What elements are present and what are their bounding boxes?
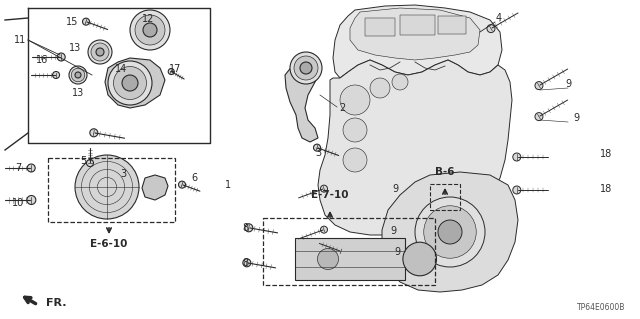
Circle shape bbox=[290, 52, 322, 84]
Text: 8: 8 bbox=[242, 258, 248, 268]
Circle shape bbox=[122, 75, 138, 91]
Text: 17: 17 bbox=[169, 64, 181, 74]
Circle shape bbox=[135, 15, 165, 45]
Text: 12: 12 bbox=[142, 14, 154, 24]
Circle shape bbox=[130, 10, 170, 50]
Text: 13: 13 bbox=[72, 88, 84, 98]
Text: 2: 2 bbox=[339, 103, 345, 113]
Circle shape bbox=[535, 113, 543, 121]
Text: 1: 1 bbox=[225, 180, 231, 190]
Text: 16: 16 bbox=[36, 55, 48, 65]
Text: E-7-10: E-7-10 bbox=[311, 190, 349, 200]
Bar bbox=[295, 238, 405, 280]
Polygon shape bbox=[285, 56, 320, 142]
Circle shape bbox=[337, 248, 344, 255]
Text: 9: 9 bbox=[565, 79, 571, 89]
Circle shape bbox=[91, 43, 109, 61]
Text: TP64E0600B: TP64E0600B bbox=[577, 303, 625, 312]
Circle shape bbox=[392, 74, 408, 90]
Circle shape bbox=[513, 153, 521, 161]
Text: 13: 13 bbox=[69, 43, 81, 53]
Polygon shape bbox=[333, 5, 502, 78]
Text: 9: 9 bbox=[573, 113, 579, 123]
Text: 9: 9 bbox=[392, 184, 398, 194]
Text: FR.: FR. bbox=[46, 298, 67, 308]
Text: 14: 14 bbox=[115, 64, 127, 74]
Circle shape bbox=[535, 82, 543, 90]
Circle shape bbox=[179, 181, 186, 188]
Text: 7: 7 bbox=[15, 163, 21, 173]
Bar bbox=[48, 158, 175, 222]
Text: 11: 11 bbox=[14, 35, 26, 45]
Polygon shape bbox=[382, 172, 518, 292]
Circle shape bbox=[438, 220, 462, 244]
Text: 3: 3 bbox=[315, 148, 321, 158]
Bar bbox=[263, 218, 435, 285]
Circle shape bbox=[143, 23, 157, 37]
Circle shape bbox=[415, 197, 485, 267]
Circle shape bbox=[168, 69, 174, 75]
Circle shape bbox=[27, 164, 35, 172]
Text: 5: 5 bbox=[80, 156, 86, 166]
Circle shape bbox=[75, 72, 81, 78]
Circle shape bbox=[52, 71, 60, 78]
Text: 9: 9 bbox=[394, 247, 400, 257]
Text: 6: 6 bbox=[191, 173, 197, 183]
Text: 15: 15 bbox=[66, 17, 78, 27]
Circle shape bbox=[69, 66, 87, 84]
Circle shape bbox=[243, 259, 251, 267]
Bar bbox=[365, 18, 395, 36]
Circle shape bbox=[513, 186, 521, 194]
Circle shape bbox=[86, 160, 93, 167]
Polygon shape bbox=[350, 8, 480, 60]
Circle shape bbox=[294, 56, 318, 80]
Circle shape bbox=[88, 40, 112, 64]
Polygon shape bbox=[142, 175, 168, 200]
Circle shape bbox=[96, 48, 104, 56]
Text: 4: 4 bbox=[496, 13, 502, 23]
Text: 3: 3 bbox=[120, 169, 126, 179]
Circle shape bbox=[343, 118, 367, 142]
Circle shape bbox=[57, 53, 65, 61]
Circle shape bbox=[90, 129, 98, 137]
Circle shape bbox=[317, 249, 339, 270]
Circle shape bbox=[487, 25, 495, 33]
Circle shape bbox=[71, 68, 84, 82]
Circle shape bbox=[27, 196, 36, 204]
Text: 9: 9 bbox=[390, 226, 396, 236]
Circle shape bbox=[403, 242, 436, 276]
Polygon shape bbox=[105, 58, 165, 108]
Circle shape bbox=[83, 18, 90, 25]
Text: 18: 18 bbox=[600, 184, 612, 194]
Circle shape bbox=[108, 61, 152, 105]
Circle shape bbox=[75, 155, 139, 219]
Text: 8: 8 bbox=[242, 223, 248, 233]
Circle shape bbox=[340, 85, 370, 115]
Text: 18: 18 bbox=[600, 149, 612, 159]
Circle shape bbox=[424, 206, 476, 258]
Text: 10: 10 bbox=[12, 198, 24, 208]
Circle shape bbox=[370, 78, 390, 98]
Text: B-6: B-6 bbox=[435, 167, 455, 177]
Circle shape bbox=[343, 148, 367, 172]
Circle shape bbox=[321, 185, 328, 192]
Bar bbox=[430, 184, 460, 210]
Bar bbox=[400, 15, 435, 35]
Text: E-6-10: E-6-10 bbox=[90, 239, 128, 249]
Circle shape bbox=[245, 224, 253, 232]
Circle shape bbox=[113, 66, 147, 100]
Circle shape bbox=[314, 144, 321, 151]
Bar bbox=[438, 16, 466, 34]
Circle shape bbox=[321, 226, 328, 233]
Circle shape bbox=[300, 62, 312, 74]
Polygon shape bbox=[318, 60, 512, 235]
